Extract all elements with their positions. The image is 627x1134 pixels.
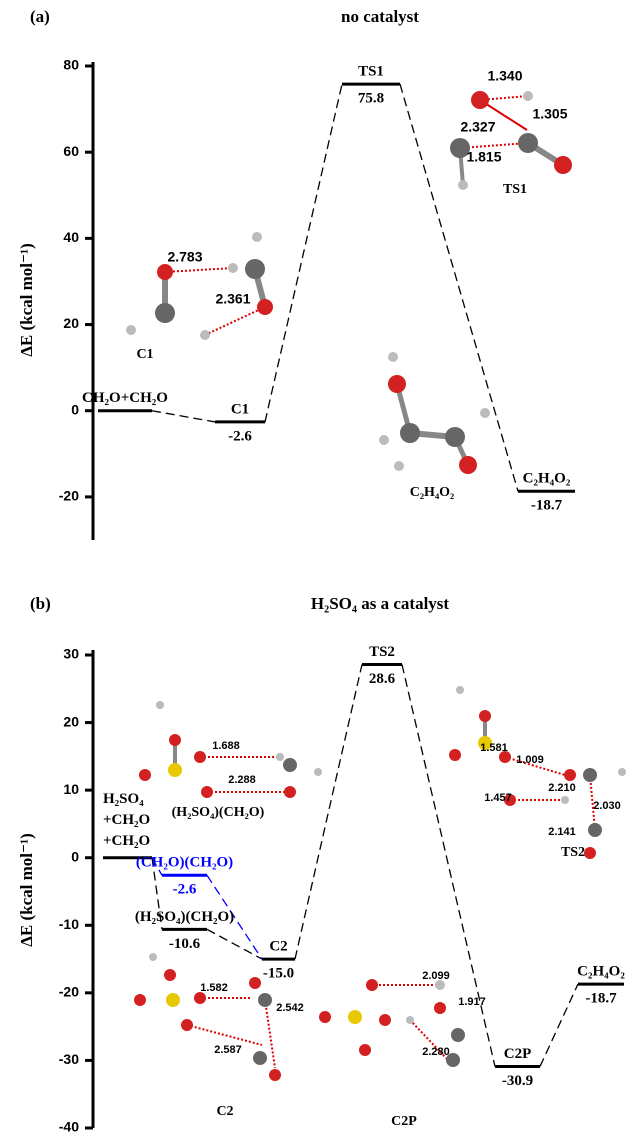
- y-tick-label: 60: [63, 143, 79, 159]
- value-label: -18.7: [585, 991, 617, 1007]
- annotation: 2.587: [214, 1044, 242, 1056]
- chart-title: no catalyst: [341, 7, 419, 26]
- y-tick-label: 30: [63, 646, 79, 662]
- annotation: 1.582: [200, 982, 228, 994]
- annotation: 2.327: [460, 119, 495, 135]
- level-label: C1: [231, 401, 249, 417]
- y-tick-label: -40: [59, 1119, 79, 1134]
- level-label: C2: [269, 939, 287, 955]
- y-tick-label: 10: [63, 781, 79, 797]
- connector: [265, 84, 342, 422]
- annotation: 2.030: [593, 800, 621, 812]
- molecules: [126, 91, 626, 1081]
- annotation: (H₂SO₄)(CH₂O): [172, 805, 265, 820]
- annotation: TS1: [503, 182, 527, 197]
- y-axis-label: ΔE (kcal mol⁻¹): [17, 243, 36, 357]
- annotation: 1.815: [466, 149, 501, 165]
- y-tick-label: -20: [59, 984, 79, 1000]
- annotation: 1.581: [480, 742, 508, 754]
- annotation: 1.917: [458, 996, 486, 1008]
- value-label: -2.6: [228, 428, 252, 444]
- level-label: +CH₂O: [103, 833, 150, 849]
- connector: [540, 984, 578, 1066]
- y-tick-label: 0: [71, 848, 79, 864]
- y-tick-label: 20: [63, 315, 79, 331]
- y-tick-label: 80: [63, 57, 79, 73]
- annotation: 1.305: [532, 106, 567, 122]
- annotation: 1.457: [484, 792, 512, 804]
- value-label: 75.8: [358, 91, 384, 107]
- value-label: -18.7: [531, 498, 563, 514]
- value-label: -30.9: [502, 1073, 533, 1089]
- annotation: 2.542: [276, 1002, 304, 1014]
- y-tick-label: -30: [59, 1051, 79, 1067]
- level-label: C₂H₄O₂: [523, 471, 571, 487]
- annotation: C1: [136, 347, 153, 362]
- level-label: H₂SO₄: [103, 791, 144, 807]
- value-label: -2.6: [173, 882, 197, 898]
- chart-title: H₂SO₄ as a catalyst: [311, 594, 450, 613]
- y-tick-label: 0: [71, 401, 79, 417]
- level-label: (H₂SO₄)(CH₂O): [135, 909, 234, 925]
- panel-label: (a): [30, 7, 50, 26]
- annotation: 2.361: [215, 291, 250, 307]
- level-label: TS1: [358, 64, 384, 80]
- level-label: TS2: [369, 644, 395, 660]
- annotation: 2.288: [228, 774, 256, 786]
- annotation: 1.009: [516, 754, 544, 766]
- value-label: -10.6: [169, 936, 201, 952]
- level-label: CH₂O+CH₂O: [82, 390, 168, 406]
- figure: (a) no catalyst ΔE (kcal mol⁻¹) -20 0 20 40 60 8…: [0, 0, 627, 1134]
- connector: [295, 664, 362, 959]
- y-tick-label: -10: [59, 916, 79, 932]
- annotation: 2.099: [422, 970, 450, 982]
- annotation: TS2: [561, 845, 585, 860]
- value-label: 28.6: [369, 671, 396, 687]
- annotation: 2.280: [422, 1046, 450, 1058]
- annotation: 2.210: [548, 782, 576, 794]
- y-tick-label: -20: [59, 488, 79, 504]
- connector: [207, 929, 262, 959]
- level-label: C₂H₄O₂: [577, 964, 625, 980]
- annotation: C₂H₄O₂: [410, 485, 454, 500]
- annotation: C2P: [391, 1114, 417, 1129]
- level-label: C2P: [504, 1046, 532, 1062]
- annotation: 1.688: [212, 740, 240, 752]
- annotation: C2: [216, 1104, 233, 1119]
- annotation: 2.783: [167, 249, 202, 265]
- y-axis-label: ΔE (kcal mol⁻¹): [17, 833, 36, 947]
- connector: [152, 411, 215, 422]
- annotation: 1.340: [487, 68, 522, 84]
- y-tick-label: 40: [63, 229, 79, 245]
- level-label: (CH₂O)(CH₂O): [136, 855, 233, 871]
- level-label: +CH₂O: [103, 812, 150, 828]
- y-tick-label: 20: [63, 713, 79, 729]
- value-label: -15.0: [263, 966, 294, 982]
- annotation: 2.141: [548, 826, 576, 838]
- panel-label: (b): [30, 594, 51, 613]
